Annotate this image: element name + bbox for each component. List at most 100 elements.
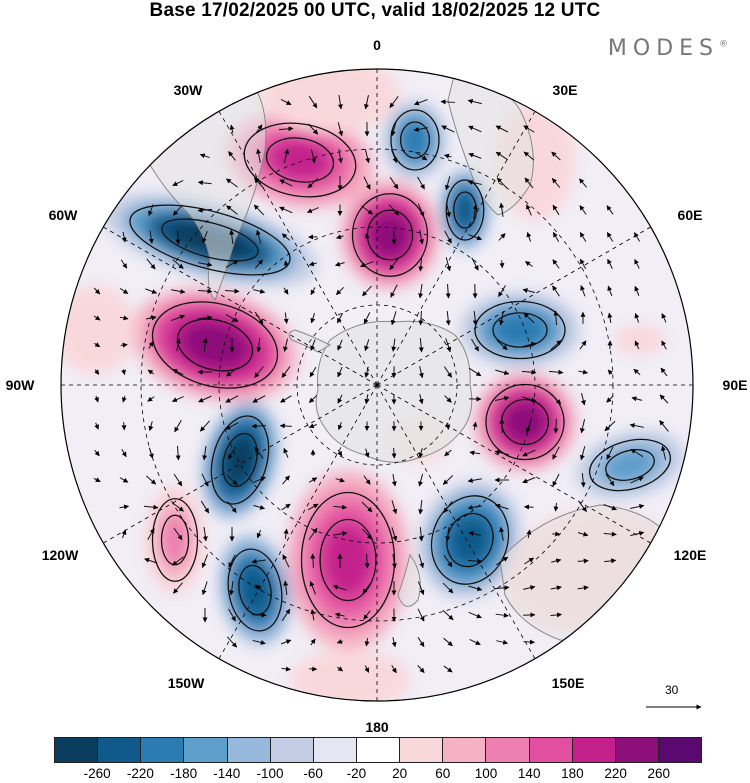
wind-arrow	[469, 639, 481, 645]
wind-arrow	[552, 259, 560, 269]
wind-arrow	[634, 340, 640, 350]
colorbar-segment	[55, 738, 99, 762]
field-blob	[224, 436, 256, 484]
wind-arrow	[418, 310, 424, 326]
wind-arrow	[306, 207, 319, 213]
wind-arrow	[363, 610, 371, 620]
wind-arrow	[607, 369, 613, 375]
wind-arrow	[279, 423, 292, 429]
colorbar-segment	[227, 738, 271, 762]
wind-arrow	[495, 125, 509, 133]
wind-arrow	[552, 473, 560, 487]
wind-arrow	[336, 639, 343, 644]
wind-arrow	[363, 176, 371, 190]
wind-arrow	[472, 421, 478, 430]
wind-arrow	[310, 339, 316, 351]
wind-arrow	[468, 234, 483, 241]
wind-arrow	[606, 232, 614, 242]
wind-arrow	[283, 528, 289, 539]
wind-arrow	[577, 558, 589, 564]
wind-arrow	[337, 422, 343, 431]
wind-arrow	[94, 395, 99, 403]
wind-arrow	[229, 581, 235, 596]
wind-arrow	[443, 665, 453, 673]
wind-arrow	[606, 205, 614, 215]
wind-arrow	[418, 526, 424, 542]
contour-line	[210, 415, 270, 505]
wind-arrow	[199, 153, 210, 159]
wind-arrow	[147, 396, 155, 402]
wind-arrow	[119, 504, 130, 510]
field-blob	[323, 524, 373, 596]
wind-arrow	[443, 501, 453, 514]
wind-arrow	[579, 205, 587, 215]
wind-arrow	[606, 395, 614, 403]
wind-arrow	[364, 448, 370, 458]
wind-arrow	[419, 230, 424, 245]
wind-arrow	[472, 204, 478, 216]
wind-arrow	[253, 177, 265, 189]
wind-arrow	[579, 502, 587, 513]
lon-label-150e: 150E	[551, 675, 585, 691]
wind-arrow	[337, 122, 344, 137]
wind-arrow	[252, 476, 266, 484]
wind-arrow	[364, 394, 370, 405]
contour-line	[151, 301, 279, 389]
wind-arrow	[579, 446, 586, 461]
africa	[447, 71, 534, 216]
wind-arrow	[309, 581, 317, 595]
colorbar-tick-label: 220	[604, 766, 627, 781]
graticule	[61, 69, 693, 701]
wind-arrow	[634, 259, 640, 269]
wind-arrow	[229, 124, 235, 134]
wind-arrow	[308, 477, 318, 483]
wind-arrow	[255, 124, 263, 134]
contour-line	[474, 300, 566, 360]
colorbar-segment	[572, 738, 616, 762]
wind-arrow	[334, 612, 345, 618]
wind-arrow	[631, 396, 643, 402]
polar-map	[60, 68, 702, 710]
wind-arrow	[201, 554, 208, 568]
wind-arrow	[468, 367, 482, 377]
wind-arrow	[413, 127, 428, 132]
field-blob	[400, 121, 430, 159]
wind-arrow	[607, 285, 613, 297]
wind-arrow	[391, 527, 398, 542]
lon-label-30e: 30E	[552, 82, 578, 98]
wind-arrow	[634, 285, 640, 296]
lon-label-120e: 120E	[673, 547, 707, 563]
wind-arrow	[388, 204, 400, 216]
wind-arrow	[553, 418, 559, 434]
wind-arrow	[444, 153, 452, 159]
colorbar-segment	[313, 738, 357, 762]
contour-line	[176, 318, 254, 372]
wind-arrow	[550, 585, 562, 591]
wind-arrow	[418, 473, 424, 487]
wind-arrow	[254, 311, 264, 325]
field-blob	[453, 191, 477, 229]
wind-arrow	[121, 231, 127, 243]
wind-arrow	[417, 665, 425, 674]
lon-label-90e: 90E	[722, 377, 748, 393]
wind-arrow	[307, 503, 319, 511]
wind-arrow	[468, 531, 482, 537]
wind-arrow	[280, 98, 292, 106]
wind-arrow	[281, 503, 291, 511]
wind-arrow	[390, 311, 397, 326]
lon-label-60e: 60E	[677, 207, 703, 223]
wind-arrow	[606, 446, 614, 460]
wind-arrow	[256, 148, 261, 163]
wind-arrow	[522, 477, 536, 484]
wind-arrow	[603, 503, 617, 511]
wind-arrow	[172, 204, 184, 216]
wind-arrow	[360, 261, 374, 268]
wind-arrow	[364, 637, 370, 647]
wind-arrow	[251, 423, 267, 429]
wind-arrow	[550, 393, 562, 405]
colorbar-segment	[98, 738, 142, 762]
wind-arrow	[252, 639, 266, 645]
wind-arrow	[120, 259, 128, 269]
wind-arrow	[525, 419, 532, 434]
wind-arrow	[553, 310, 559, 326]
